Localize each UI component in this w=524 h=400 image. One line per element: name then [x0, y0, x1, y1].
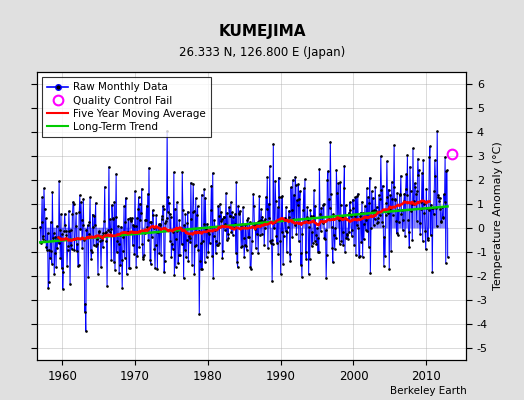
Text: Berkeley Earth: Berkeley Earth [390, 386, 466, 396]
Y-axis label: Temperature Anomaly (°C): Temperature Anomaly (°C) [494, 142, 504, 290]
Text: 26.333 N, 126.800 E (Japan): 26.333 N, 126.800 E (Japan) [179, 46, 345, 59]
Text: KUMEJIMA: KUMEJIMA [219, 24, 305, 39]
Legend: Raw Monthly Data, Quality Control Fail, Five Year Moving Average, Long-Term Tren: Raw Monthly Data, Quality Control Fail, … [42, 77, 211, 137]
